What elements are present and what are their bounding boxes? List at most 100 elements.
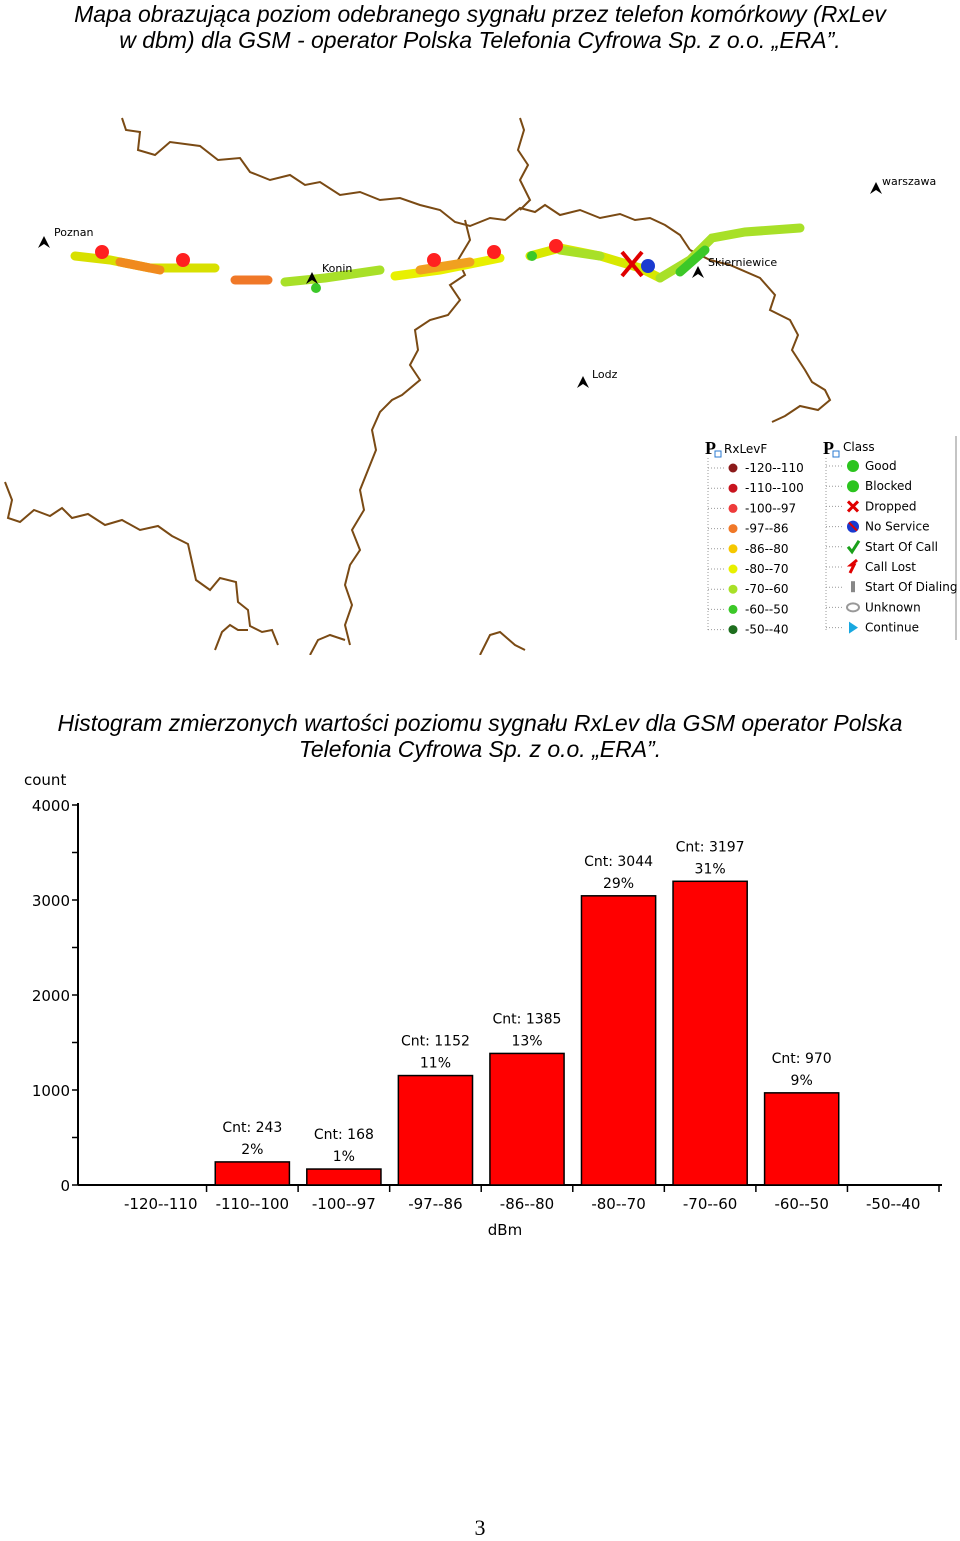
bar-data-label: Cnt: 168 (314, 1127, 374, 1143)
legend-class-item: Call Lost (826, 558, 916, 574)
legend-class-item: Dropped (826, 499, 917, 513)
legend-class-item: Blocked (826, 479, 912, 493)
city-label: Konin (322, 262, 352, 275)
color-dot-icon (728, 483, 738, 493)
city-lodz: Lodz (577, 368, 618, 388)
map-legend: P RxLevF -120--110 -110--100 -100--97 -97--… (700, 436, 960, 642)
bar-data-label: 31% (695, 861, 726, 877)
legend-rxlev-item: -100--97 (708, 501, 796, 515)
blue-no-service-icon (847, 520, 859, 533)
legend-rxlev-item: -110--100 (708, 481, 804, 495)
histogram-caption: Histogram zmierzonych wartości poziomu s… (0, 710, 960, 762)
hist-caption-line2: Telefonia Cyfrowa Sp. z o.o. „ERA”. (298, 736, 662, 762)
x-tick-label: -50--40 (866, 1195, 920, 1213)
y-tick-label: 1000 (32, 1082, 70, 1100)
y-tick-label: 3000 (32, 892, 70, 910)
legend-class-item: Start Of Call (826, 539, 938, 555)
svg-text:P: P (823, 438, 834, 458)
legend-class-item: Continue (826, 621, 919, 635)
color-dot-icon (728, 503, 738, 513)
histogram-bar (306, 1168, 382, 1186)
region-boundaries (4, 117, 832, 655)
y-tick-label: 2000 (32, 987, 70, 1005)
city-label: Poznan (54, 226, 93, 239)
legend-class-item: No Service (826, 520, 929, 534)
legend-class-label: Dropped (865, 499, 917, 513)
bar-data-label: 9% (791, 1073, 813, 1089)
drive-test-route (70, 223, 805, 293)
bar-data-label: 1% (333, 1149, 355, 1165)
histogram-chart: count 0 1000 2000 3000 4000 -120--110 -110--10… (24, 771, 942, 1239)
legend-rxlev-item: -50--40 (708, 623, 789, 637)
legend-class-item: Start Of Dialing (826, 580, 957, 594)
color-dot-icon (728, 584, 738, 594)
coverage-map: Poznan Konin Skierniewice warszawa Lodz … (4, 117, 960, 655)
legend-rxlev-label: -120--110 (745, 461, 804, 475)
city-labels: Poznan Konin Skierniewice warszawa Lodz (38, 175, 936, 388)
x-tick-label: -120--110 (124, 1195, 198, 1213)
map-caption-line2: w dbm) dla GSM - operator Polska Telefon… (119, 27, 841, 53)
bar-data-label: 13% (511, 1033, 542, 1049)
histogram-bar (763, 1092, 840, 1186)
legend-rxlev-title: RxLevF (724, 442, 767, 456)
color-dot-icon (728, 463, 738, 473)
call-lost-icon (846, 558, 858, 574)
x-tick-label: -97--86 (408, 1195, 462, 1213)
svg-text:P: P (705, 438, 716, 458)
legend-rxlev: P RxLevF -120--110 -110--100 -100--97 -97--… (705, 438, 804, 637)
legend-rxlev-label: -80--70 (745, 562, 789, 576)
color-dot-icon (728, 524, 738, 534)
color-dot-icon (728, 564, 738, 574)
legend-class-label: No Service (865, 520, 929, 534)
city-skierniewice: Skierniewice (692, 256, 777, 278)
legend-class-label: Start Of Dialing (865, 580, 957, 594)
x-tick-label: -80--70 (591, 1195, 645, 1213)
x-tick-label: -110--100 (216, 1195, 290, 1213)
legend-class-item: Good (826, 459, 897, 473)
y-tick-label: 4000 (32, 797, 70, 815)
city-label: Skierniewice (708, 256, 777, 269)
legend-class: P Class Good Blocked Dropped No Service Star… (823, 438, 957, 635)
legend-rxlev-label: -60--50 (745, 602, 789, 616)
legend-class-item: Unknown (826, 600, 921, 614)
legend-class-label: Start Of Call (865, 540, 938, 554)
x-tick-label: -86--80 (500, 1195, 554, 1213)
legend-rxlev-label: -100--97 (745, 501, 796, 515)
legend-rxlev-label: -86--80 (745, 542, 789, 556)
bar-data-label: 2% (241, 1142, 263, 1158)
x-tick-label: -70--60 (683, 1195, 737, 1213)
legend-class-label: Good (865, 459, 897, 473)
bar-data-label: Cnt: 3044 (584, 854, 653, 870)
unknown-icon (846, 602, 860, 613)
map-caption-line1: Mapa obrazująca poziom odebranego sygnał… (74, 1, 886, 27)
city-label: warszawa (882, 175, 936, 188)
arrow-right-icon (849, 621, 858, 634)
legend-rxlev-label: -50--40 (745, 623, 789, 637)
dropped-call-icon (620, 250, 644, 278)
color-dot-icon (728, 625, 738, 635)
color-dot-icon (728, 604, 738, 614)
legend-rxlev-item: -60--50 (708, 602, 789, 616)
legend-rxlev-item: -86--80 (708, 542, 789, 556)
y-axis-label: count (24, 771, 66, 789)
city-poznan: Poznan (38, 226, 93, 248)
legend-class-label: Call Lost (865, 560, 916, 574)
x-axis-label: dBm (488, 1221, 522, 1239)
legend-class-label: Blocked (865, 479, 912, 493)
red-x-icon (846, 500, 860, 513)
legend-rxlev-label: -70--60 (745, 582, 789, 596)
no-service-icon (641, 259, 655, 273)
legend-rxlev-item: -80--70 (708, 562, 789, 576)
bar-data-label: Cnt: 970 (772, 1051, 832, 1067)
bar-data-label: 11% (420, 1056, 451, 1072)
bar-data-label: 29% (603, 876, 634, 892)
legend-class-label: Continue (865, 621, 919, 635)
histogram-bar (489, 1052, 565, 1186)
city-warszawa: warszawa (870, 175, 936, 194)
legend-rxlev-label: -97--86 (745, 522, 789, 536)
page-number: 3 (474, 1515, 486, 1540)
check-icon (846, 539, 861, 555)
bar-data-label: Cnt: 1385 (493, 1011, 562, 1027)
legend-rxlev-label: -110--100 (745, 481, 804, 495)
legend-rxlev-item: -70--60 (708, 582, 789, 596)
